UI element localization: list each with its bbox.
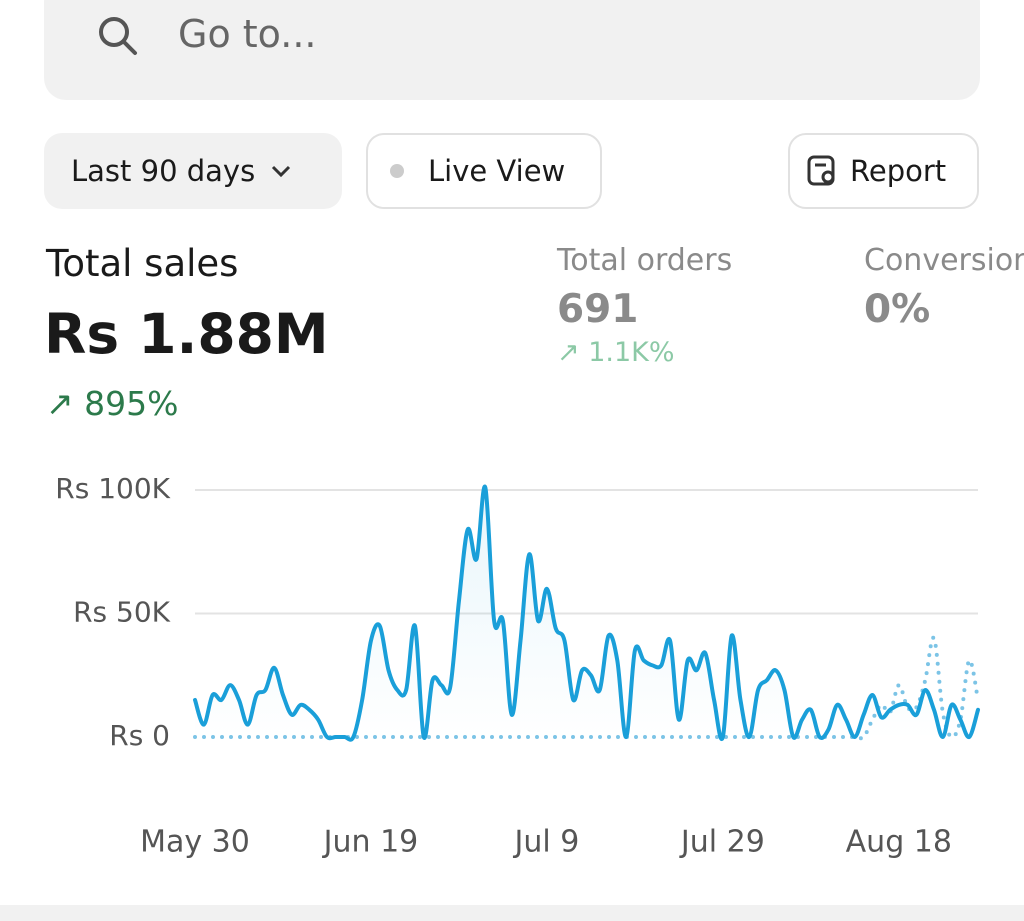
metric-value: 691 (557, 287, 639, 332)
bottom-bar (0, 905, 1024, 921)
search-placeholder: Go to... (178, 12, 317, 56)
metric-change: ↗ 1.1K% (557, 337, 675, 368)
y-tick-label: Rs 100K (55, 472, 170, 505)
y-tick-label: Rs 0 (109, 719, 170, 752)
metric-label: Total sales (46, 242, 239, 285)
live-dot (390, 164, 404, 178)
x-tick-label: May 30 (140, 825, 250, 860)
x-tick-label: Aug 18 (846, 825, 952, 860)
x-tick-label: Jul 29 (679, 825, 765, 860)
metric-value: Rs 1.88M (44, 302, 329, 366)
live-label: Live View (428, 154, 566, 188)
metric-value: 0% (864, 287, 931, 332)
metric-label: Conversion (864, 243, 1024, 278)
report-label: Report (850, 154, 947, 188)
live-button[interactable]: Live View (366, 133, 602, 209)
search-icon (99, 17, 137, 55)
range-button[interactable]: Last 90 days (44, 133, 342, 209)
change-text: 1.1K% (588, 337, 675, 368)
x-tick-label: Jul 9 (512, 825, 579, 860)
report-icon (807, 155, 835, 186)
metric-change: ↗ 895% (46, 384, 179, 423)
change-text: 895% (84, 384, 179, 423)
area (195, 486, 978, 740)
search-box[interactable]: Go to... (44, 0, 980, 100)
metric-label: Total orders (557, 243, 733, 278)
x-tick-label: Jun 19 (322, 825, 419, 860)
y-tick-label: Rs 50K (73, 596, 171, 629)
sales-line (193, 484, 980, 742)
chevron (272, 165, 291, 178)
range-label: Last 90 days (71, 154, 256, 188)
report-button[interactable]: Report (788, 133, 979, 209)
